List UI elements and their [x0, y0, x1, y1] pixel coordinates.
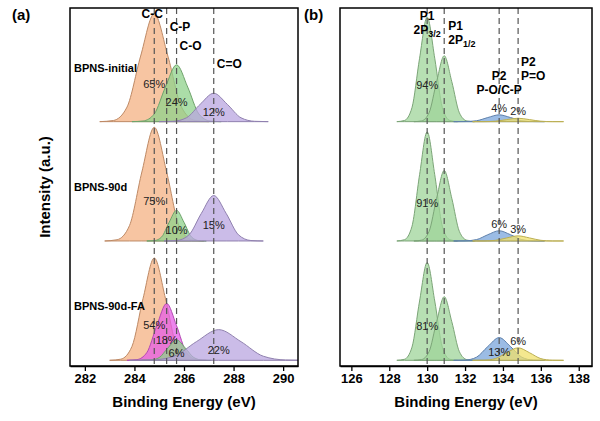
panel: 65%24% 12% BPNS-initial 75% 10% 15% BPNS-90d 54… — [12, 6, 308, 410]
x-axis: 282 284 286 288 290 — [71, 366, 299, 386]
percent-label: 6% — [169, 347, 185, 359]
percent-label: 91% — [416, 197, 438, 209]
peak-position-line — [499, 8, 500, 366]
percent-label: 18% — [156, 334, 178, 346]
peak-label: C-C — [142, 7, 164, 21]
x-tick: 286 — [174, 366, 196, 386]
plot-frame — [70, 8, 298, 366]
x-tick: 138 — [568, 366, 590, 386]
x-tick-label: 136 — [530, 371, 552, 386]
percent-label: 12% — [203, 106, 225, 118]
x-axis-title: Binding Energy (eV) — [112, 393, 255, 410]
peak-label: 2P3/2 — [414, 23, 441, 39]
panel-title: (b) — [304, 6, 323, 23]
percent-label: 94% — [416, 79, 438, 91]
percent-label: 22% — [208, 344, 230, 356]
x-tick: 132 — [455, 366, 477, 386]
peak-label: P1 — [420, 9, 435, 23]
peak-area — [129, 330, 298, 361]
panel: 94%4%2%91%6%3%81%13%6%P12P3/2P12P1/2P2P-… — [304, 6, 593, 410]
label-subscript: 1/2 — [463, 39, 476, 49]
peak-label: P2 — [492, 69, 507, 83]
x-tick-label: 130 — [417, 371, 439, 386]
x-tick: 128 — [379, 366, 401, 386]
x-tick-label: 290 — [273, 371, 295, 386]
x-axis: 126 128 130 132 134 136 138 — [341, 366, 593, 386]
percent-label: 2% — [510, 105, 526, 117]
peak-label: P2 — [521, 55, 536, 69]
peak-label: C-O — [180, 39, 202, 53]
x-tick: 282 — [75, 366, 97, 386]
percent-label: 15% — [203, 219, 225, 231]
percent-label: 65% — [143, 78, 165, 90]
percent-label: 6% — [491, 218, 507, 230]
peak-position-line — [176, 8, 177, 366]
text-layer: 94%4%2%91%6%3%81%13%6%P12P3/2P12P1/2P2P-… — [414, 9, 546, 358]
x-tick-label: 286 — [174, 371, 196, 386]
x-tick: 290 — [273, 366, 295, 386]
x-tick: 134 — [493, 366, 515, 386]
text-layer: 65%24% 12% BPNS-initial 75% 10% 15% BPNS-90d 54… — [74, 7, 242, 359]
chart-svg: 65%24% 12% BPNS-initial 75% 10% 15% BPNS-90d 54… — [0, 0, 600, 421]
peak-area — [159, 93, 268, 121]
percent-label: 6% — [510, 335, 526, 347]
label-part: 2P — [448, 33, 463, 47]
peak-label: C-P — [170, 20, 191, 34]
peak-label: P=O — [521, 69, 545, 83]
x-tick-label: 128 — [379, 371, 401, 386]
x-tick-label: 134 — [493, 371, 515, 386]
peak-label: C=O — [217, 57, 242, 71]
percent-label: 13% — [488, 346, 510, 358]
percent-label: 3% — [510, 223, 526, 235]
x-tick: 130 — [417, 366, 439, 386]
x-tick-label: 126 — [341, 371, 363, 386]
spectrum-label: BPNS-90d-FA — [74, 300, 145, 312]
x-tick-label: 132 — [455, 371, 477, 386]
percent-label: 4% — [491, 102, 507, 114]
plot-frame — [340, 8, 592, 366]
percent-label: 10% — [166, 224, 188, 236]
x-tick: 284 — [124, 366, 146, 386]
plot-area — [397, 8, 564, 366]
peak-label: P-O/C-P — [476, 83, 521, 97]
percent-label: 54% — [143, 319, 165, 331]
peak-label: P1 — [448, 19, 463, 33]
x-tick-label: 284 — [124, 371, 146, 386]
peak-position-line — [444, 8, 445, 366]
x-tick-label: 288 — [223, 371, 245, 386]
peak-label: 2P1/2 — [448, 33, 475, 49]
spectrum-label: BPNS-90d — [74, 181, 127, 193]
peak-position-line — [154, 8, 155, 366]
peak-position-line — [166, 8, 167, 366]
percent-label: 75% — [143, 195, 165, 207]
percent-label: 24% — [166, 96, 188, 108]
peak-position-line — [213, 8, 214, 366]
peak-position-line — [427, 8, 428, 366]
x-axis-line — [341, 366, 593, 368]
x-tick: 288 — [223, 366, 245, 386]
label-part: 2P — [414, 23, 429, 37]
x-tick-label: 138 — [568, 371, 590, 386]
panel-title: (a) — [12, 6, 30, 23]
x-tick: 136 — [530, 366, 552, 386]
y-axis-title: Intensity (a.u.) — [36, 136, 53, 238]
percent-label: 81% — [416, 320, 438, 332]
x-axis-title: Binding Energy (eV) — [394, 393, 537, 410]
chart-root: 65%24% 12% BPNS-initial 75% 10% 15% BPNS-90d 54… — [0, 0, 600, 421]
x-tick: 126 — [341, 366, 363, 386]
spectrum-label: BPNS-initial — [74, 62, 137, 74]
x-tick-label: 282 — [75, 371, 97, 386]
label-subscript: 3/2 — [428, 29, 441, 39]
peak-position-line — [518, 8, 519, 366]
